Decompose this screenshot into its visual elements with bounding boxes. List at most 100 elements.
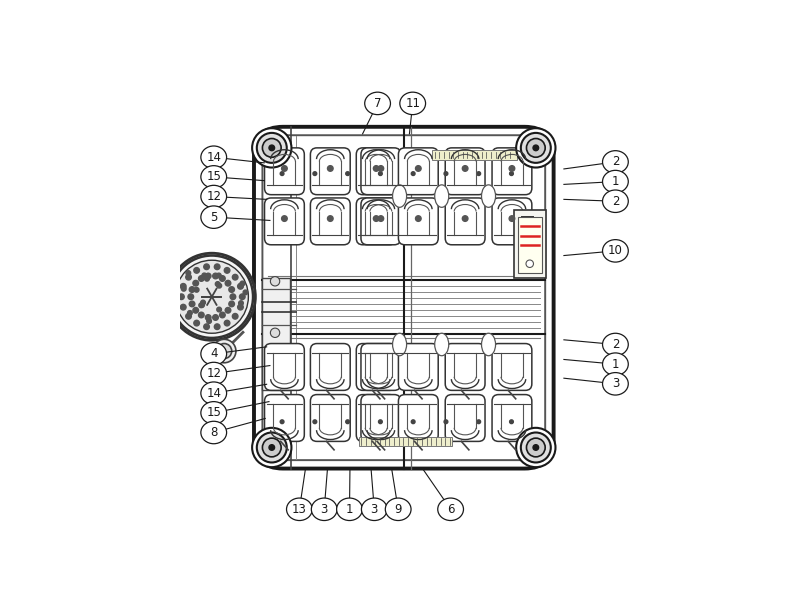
Circle shape <box>194 320 200 326</box>
FancyBboxPatch shape <box>492 198 532 245</box>
Circle shape <box>213 339 236 363</box>
FancyBboxPatch shape <box>398 198 438 245</box>
Text: 11: 11 <box>405 97 420 110</box>
Text: EQUIPMENT: EQUIPMENT <box>314 277 516 306</box>
Ellipse shape <box>603 190 629 212</box>
Ellipse shape <box>311 498 337 520</box>
Bar <box>518 217 542 273</box>
Circle shape <box>252 428 292 467</box>
FancyBboxPatch shape <box>356 198 396 245</box>
Ellipse shape <box>361 498 387 520</box>
FancyBboxPatch shape <box>264 344 305 390</box>
Ellipse shape <box>393 333 406 356</box>
Circle shape <box>257 432 287 463</box>
Text: 12: 12 <box>206 190 221 203</box>
Circle shape <box>521 432 551 463</box>
FancyBboxPatch shape <box>398 148 438 195</box>
Circle shape <box>238 301 243 305</box>
Circle shape <box>225 280 231 286</box>
Ellipse shape <box>603 170 629 193</box>
Ellipse shape <box>287 498 312 520</box>
Circle shape <box>193 280 199 286</box>
Text: 1: 1 <box>612 358 619 371</box>
Circle shape <box>214 264 220 269</box>
Ellipse shape <box>482 185 495 207</box>
Circle shape <box>263 438 281 457</box>
FancyBboxPatch shape <box>445 395 485 441</box>
Circle shape <box>282 216 287 221</box>
FancyBboxPatch shape <box>356 395 396 441</box>
Text: 13: 13 <box>292 503 307 516</box>
Circle shape <box>189 301 195 307</box>
FancyBboxPatch shape <box>398 344 438 390</box>
Circle shape <box>220 312 225 318</box>
FancyBboxPatch shape <box>492 148 532 195</box>
FancyBboxPatch shape <box>310 395 350 441</box>
Circle shape <box>462 165 468 171</box>
Circle shape <box>415 165 421 171</box>
Circle shape <box>252 128 292 168</box>
Circle shape <box>238 283 243 288</box>
Circle shape <box>217 307 221 312</box>
Ellipse shape <box>603 333 629 356</box>
FancyBboxPatch shape <box>398 395 438 441</box>
Circle shape <box>327 216 333 221</box>
Circle shape <box>282 165 287 171</box>
FancyBboxPatch shape <box>310 198 350 245</box>
Circle shape <box>510 171 513 176</box>
Bar <box>432 150 516 159</box>
Circle shape <box>189 287 195 292</box>
Ellipse shape <box>603 151 629 173</box>
Text: 15: 15 <box>206 406 221 420</box>
Text: 9: 9 <box>394 503 402 516</box>
Circle shape <box>204 324 209 330</box>
Ellipse shape <box>603 240 629 262</box>
Circle shape <box>373 216 379 221</box>
Circle shape <box>533 145 539 151</box>
Circle shape <box>225 268 230 273</box>
Circle shape <box>199 275 204 282</box>
Circle shape <box>199 303 204 308</box>
Circle shape <box>213 315 218 320</box>
Ellipse shape <box>201 362 226 385</box>
Circle shape <box>516 428 555 467</box>
Circle shape <box>186 314 191 319</box>
Circle shape <box>204 277 209 281</box>
Circle shape <box>313 171 317 176</box>
FancyBboxPatch shape <box>254 127 553 469</box>
Circle shape <box>205 273 211 279</box>
Ellipse shape <box>201 343 226 365</box>
Ellipse shape <box>385 498 411 520</box>
Circle shape <box>168 253 255 340</box>
Circle shape <box>200 300 205 305</box>
Circle shape <box>527 139 545 157</box>
Circle shape <box>238 305 243 310</box>
Circle shape <box>462 216 468 221</box>
Circle shape <box>207 319 212 323</box>
Text: 2: 2 <box>612 195 619 208</box>
FancyBboxPatch shape <box>310 344 350 390</box>
Text: 7: 7 <box>374 97 381 110</box>
FancyBboxPatch shape <box>361 148 401 195</box>
Circle shape <box>257 133 287 163</box>
Circle shape <box>202 273 207 278</box>
Circle shape <box>217 344 232 359</box>
Circle shape <box>217 283 221 288</box>
Text: 2: 2 <box>612 338 619 351</box>
Circle shape <box>229 301 234 307</box>
Circle shape <box>313 420 317 424</box>
Circle shape <box>269 145 275 151</box>
Ellipse shape <box>603 373 629 395</box>
Circle shape <box>179 294 184 300</box>
Circle shape <box>199 312 204 318</box>
Circle shape <box>415 216 421 221</box>
Text: 3: 3 <box>321 503 328 516</box>
Circle shape <box>509 165 515 171</box>
Text: 3: 3 <box>612 378 619 390</box>
FancyBboxPatch shape <box>264 148 305 195</box>
Circle shape <box>346 420 350 424</box>
Circle shape <box>175 260 248 333</box>
Bar <box>263 278 289 390</box>
Circle shape <box>238 283 243 289</box>
Text: 1: 1 <box>612 175 619 188</box>
